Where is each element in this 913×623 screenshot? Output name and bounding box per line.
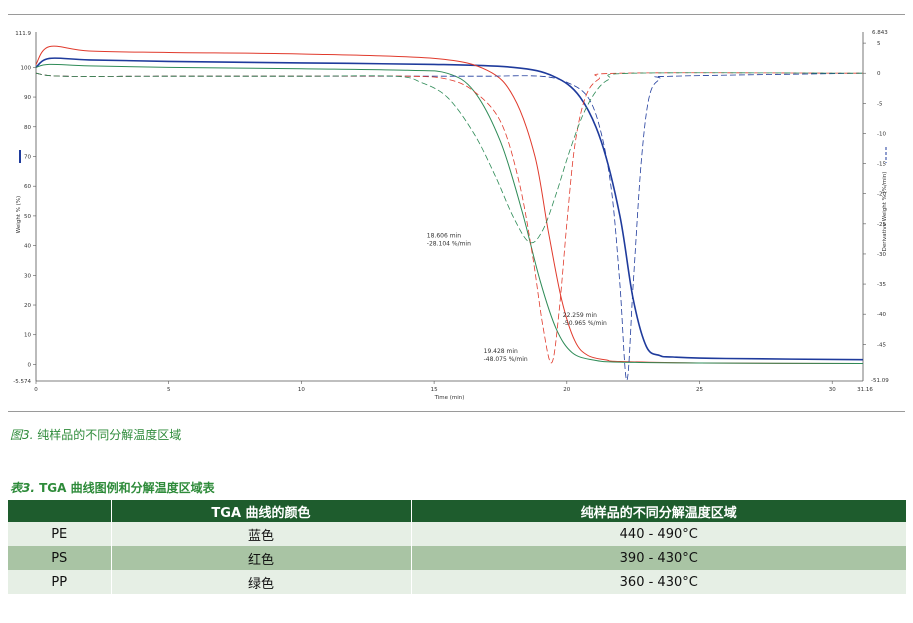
series-ps-weight-line	[35, 45, 864, 364]
y-right-tick-label: -45	[877, 342, 886, 348]
table-row: PE 蓝色 440 - 490°C	[8, 522, 906, 546]
figure-number: 图3.	[10, 428, 34, 442]
peak-annotation: 18.606 min -28.104 %/min	[427, 233, 471, 248]
series-pp-weight-line	[35, 63, 864, 364]
table-header-cell	[8, 500, 112, 522]
y-right-tick-label: -20	[877, 192, 886, 198]
chart-series	[35, 45, 864, 381]
y-right-tick-label: -25	[877, 222, 886, 228]
series-pe-weight-line	[35, 57, 864, 361]
table-row: PS 红色 390 - 430°C	[8, 546, 906, 570]
y-left-tick-label: 90	[24, 95, 31, 101]
peak-annotation-line: 19.428 min	[484, 348, 518, 355]
y-left-tick-label: 80	[24, 125, 31, 131]
y-left-min-label: -5.574	[13, 379, 31, 385]
figure-caption-text: 纯样品的不同分解温度区域	[37, 428, 182, 442]
y-right-tick-label: -10	[877, 131, 886, 137]
peak-annotation-line: -50.965 %/min	[563, 320, 607, 327]
table-cell: 390 - 430°C	[411, 546, 906, 570]
y-left-tick-label: 0	[28, 362, 32, 368]
series-pp-derivative-line	[35, 72, 864, 244]
y-left-tick-label: 20	[24, 303, 31, 309]
table-cell: PP	[8, 570, 112, 594]
x-axis-label: Time (min)	[434, 395, 465, 401]
x-tick-label: 25	[696, 387, 703, 393]
table-cell: 绿色	[111, 570, 412, 594]
y-right-tick-label: -40	[877, 312, 886, 318]
y-right-max-label: 6.843	[872, 30, 888, 36]
table-header-row: TGA 曲线的颜色 纯样品的不同分解温度区域	[8, 500, 906, 522]
y-left-tick-label: 40	[24, 244, 31, 250]
table-number: 表3.	[10, 481, 35, 495]
table-cell: PS	[8, 546, 112, 570]
chart-annotations: 18.606 min -28.104 %/min 19.428 min -48.075…	[427, 233, 607, 363]
table-header-cell: TGA 曲线的颜色	[111, 500, 412, 522]
y-left-tick-label: 30	[24, 273, 31, 279]
peak-annotation-line: -28.104 %/min	[427, 241, 471, 248]
peak-annotation: 22.259 min -50.965 %/min	[563, 312, 607, 327]
x-tick-label: 10	[298, 387, 305, 393]
table-row: PP 绿色 360 - 430°C	[8, 570, 906, 594]
table-header-cell: 纯样品的不同分解温度区域	[411, 500, 906, 522]
y-left-tick-label: 70	[24, 154, 31, 160]
table-cell: 红色	[111, 546, 412, 570]
table-title-text: TGA 曲线图例和分解温度区域表	[39, 481, 215, 495]
y-left-tick-label: 10	[24, 333, 31, 339]
y-right-axis-label: Derivative Weight % (%/min)	[882, 172, 888, 252]
y-right-tick-label: 5	[877, 41, 881, 47]
tga-chart-frame: 0 5 10 15 20 25 30 31.16 Time (min) 0 10 20 30 40 50 60…	[8, 14, 905, 412]
x-tick-label: 5	[167, 387, 171, 393]
x-tick-label: 30	[829, 387, 836, 393]
y-left-tick-label: 50	[24, 214, 31, 220]
y-right-tick-label: -35	[877, 282, 886, 288]
y-right-tick-label: 0	[877, 71, 881, 77]
peak-annotation-line: -48.075 %/min	[484, 356, 528, 363]
y-left-tick-label: 100	[21, 65, 32, 71]
y-left-tick-label: 60	[24, 184, 31, 190]
legend-table: TGA 曲线的颜色 纯样品的不同分解温度区域 PE 蓝色 440 - 490°C…	[8, 500, 906, 594]
table-cell: PE	[8, 522, 112, 546]
y-left-max-label: 111.9	[15, 31, 31, 37]
y-right-tick-label: -15	[877, 162, 886, 168]
table-cell: 360 - 430°C	[411, 570, 906, 594]
x-tick-label: 20	[563, 387, 570, 393]
peak-annotation-line: 18.606 min	[427, 233, 461, 240]
y-right-tick-label: -5	[877, 101, 883, 107]
table-cell: 440 - 490°C	[411, 522, 906, 546]
table-title: 表3. TGA 曲线图例和分解温度区域表	[10, 479, 215, 496]
figure-caption: 图3. 纯样品的不同分解温度区域	[10, 426, 181, 443]
y-left-axis-label: Weight % (%)	[16, 196, 22, 233]
y-right-tick-label: -30	[877, 252, 886, 258]
series-pe-derivative-line	[35, 72, 864, 381]
peak-annotation: 19.428 min -48.075 %/min	[484, 348, 528, 363]
x-tick-label: 0	[34, 387, 38, 393]
peak-annotation-line: 22.259 min	[563, 312, 597, 319]
series-ps-derivative-line	[35, 72, 864, 364]
x-end-label: 31.16	[857, 387, 873, 393]
y-right-min-label: -51.09	[871, 378, 889, 384]
x-tick-label: 15	[431, 387, 438, 393]
table-cell: 蓝色	[111, 522, 412, 546]
